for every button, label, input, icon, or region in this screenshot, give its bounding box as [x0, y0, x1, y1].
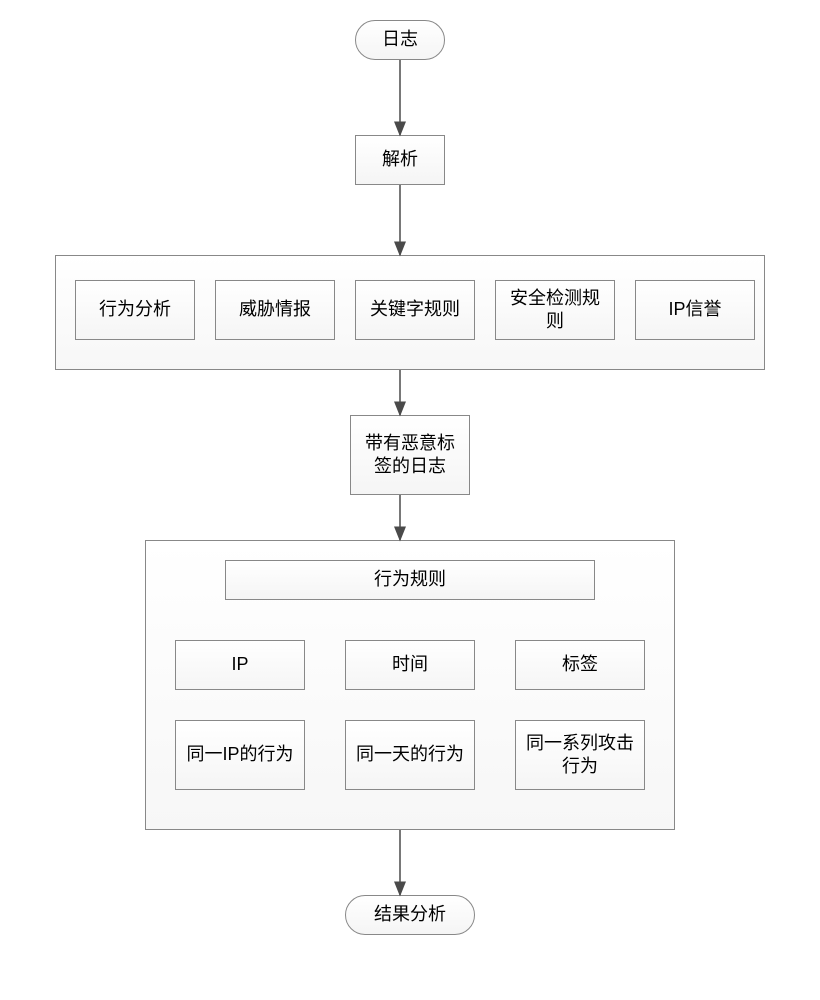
ip-node: IP — [175, 640, 305, 690]
ip-reputation-node: IP信誉 — [635, 280, 755, 340]
parse-node: 解析 — [355, 135, 445, 185]
tag-node: 标签 — [515, 640, 645, 690]
keyword-rule-node: 关键字规则 — [355, 280, 475, 340]
behavior-analysis-node: 行为分析 — [75, 280, 195, 340]
same-ip-node: 同一IP的行为 — [175, 720, 305, 790]
threat-intel-node: 威胁情报 — [215, 280, 335, 340]
start-node: 日志 — [355, 20, 445, 60]
time-node: 时间 — [345, 640, 475, 690]
same-day-node: 同一天的行为 — [345, 720, 475, 790]
same-attack-node: 同一系列攻击行为 — [515, 720, 645, 790]
behavior-rule-header: 行为规则 — [225, 560, 595, 600]
end-node: 结果分析 — [345, 895, 475, 935]
tagged-log-node: 带有恶意标签的日志 — [350, 415, 470, 495]
security-rule-node: 安全检测规则 — [495, 280, 615, 340]
